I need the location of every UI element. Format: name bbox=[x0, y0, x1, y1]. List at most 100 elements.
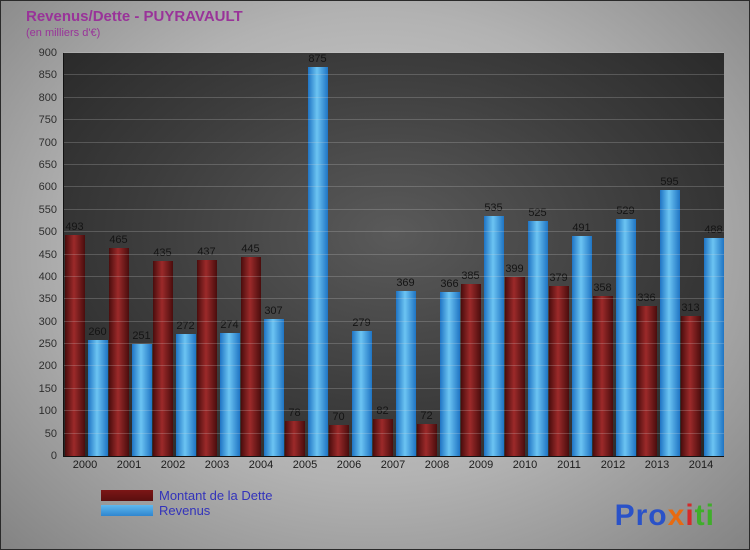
bar-value-label: 369 bbox=[396, 276, 415, 289]
bar-value-label: 445 bbox=[241, 242, 260, 255]
bar-group: 78 875 bbox=[284, 53, 328, 456]
bar-value-label: 595 bbox=[660, 175, 679, 188]
y-axis-label: 450 bbox=[38, 248, 57, 261]
bar-column-dette: 465 bbox=[108, 53, 129, 456]
x-axis-label: 2008 bbox=[424, 459, 450, 471]
bar-dette bbox=[284, 421, 305, 456]
gridline bbox=[64, 275, 724, 277]
y-axis-label: 800 bbox=[38, 91, 57, 104]
bar-column-dette: 78 bbox=[284, 53, 305, 456]
y-axis-label: 700 bbox=[38, 136, 57, 149]
bar-column-revenus: 260 bbox=[87, 53, 108, 456]
bars-container: 493 260 465 251 435 272 437 274 445 307 78 875 70 279… bbox=[64, 53, 724, 456]
bar-dette bbox=[152, 261, 173, 456]
x-axis-label: 2005 bbox=[292, 459, 318, 471]
bar-value-label: 435 bbox=[153, 247, 172, 260]
bar-column-dette: 82 bbox=[372, 53, 393, 456]
x-axis-label: 2002 bbox=[160, 459, 186, 471]
chart-title: Revenus/Dette - PUYRAVAULT bbox=[26, 8, 243, 25]
bar-value-label: 399 bbox=[505, 263, 524, 276]
bar-revenus bbox=[703, 237, 724, 456]
y-axis-label: 300 bbox=[38, 315, 57, 328]
y-axis-label: 50 bbox=[44, 427, 57, 440]
bar-column-revenus: 488 bbox=[703, 53, 724, 456]
x-axis-label: 2004 bbox=[248, 459, 274, 471]
proxiti-logo: Proxiti bbox=[615, 499, 715, 533]
y-axis-label: 600 bbox=[38, 181, 57, 194]
x-axis-label: 2013 bbox=[644, 459, 670, 471]
bar-value-label: 279 bbox=[352, 317, 371, 330]
bar-column-revenus: 595 bbox=[659, 53, 680, 456]
y-axis-label: 550 bbox=[38, 203, 57, 216]
bar-value-label: 379 bbox=[549, 272, 568, 285]
bar-dette bbox=[416, 423, 437, 456]
y-axis-label: 150 bbox=[38, 382, 57, 395]
x-axis-label: 2006 bbox=[336, 459, 362, 471]
gridline bbox=[64, 343, 724, 345]
gridline bbox=[64, 186, 724, 188]
x-axis-label: 2012 bbox=[600, 459, 626, 471]
x-axis-label: 2011 bbox=[557, 459, 581, 471]
bar-value-label: 82 bbox=[376, 405, 389, 418]
gridline bbox=[64, 387, 724, 389]
legend-label-dette: Montant de la Dette bbox=[159, 488, 273, 503]
x-axis-label: 2000 bbox=[72, 459, 98, 471]
gridline bbox=[64, 141, 724, 143]
bar-value-label: 358 bbox=[593, 281, 612, 294]
logo-letter: i bbox=[705, 499, 715, 532]
x-axis-label: 2010 bbox=[512, 459, 538, 471]
y-axis-label: 900 bbox=[38, 47, 57, 59]
bar-column-revenus: 525 bbox=[527, 53, 548, 456]
gridline bbox=[64, 208, 724, 210]
gridline bbox=[64, 410, 724, 412]
bar-column-revenus: 369 bbox=[395, 53, 416, 456]
bar-dette bbox=[636, 305, 657, 456]
bar-column-dette: 72 bbox=[416, 53, 437, 456]
bar-column-revenus: 491 bbox=[571, 53, 592, 456]
y-axis-label: 250 bbox=[38, 338, 57, 351]
gridline bbox=[64, 119, 724, 121]
y-axis-label: 0 bbox=[50, 450, 57, 462]
bar-group: 336 595 bbox=[636, 53, 680, 456]
chart-subtitle: (en milliers d'€) bbox=[26, 27, 101, 39]
bar-revenus bbox=[395, 290, 416, 456]
bar-value-label: 491 bbox=[572, 222, 591, 235]
legend: Montant de la Dette Revenus bbox=[101, 488, 272, 518]
gridline bbox=[64, 52, 724, 53]
gridline bbox=[64, 432, 724, 434]
bar-column-revenus: 529 bbox=[615, 53, 636, 456]
x-axis: 2000 2001 2002 2003 2004 2005 2006 2007 2008 2009… bbox=[63, 459, 723, 471]
bar-group: 437 274 bbox=[196, 53, 240, 456]
bar-dette bbox=[592, 295, 613, 456]
bar-value-label: 336 bbox=[637, 291, 656, 304]
bar-group: 493 260 bbox=[64, 53, 108, 456]
bar-group: 399 525 bbox=[504, 53, 548, 456]
bar-revenus bbox=[307, 67, 328, 456]
bar-value-label: 72 bbox=[420, 409, 433, 422]
bar-value-label: 366 bbox=[440, 278, 459, 291]
bar-value-label: 78 bbox=[288, 407, 301, 420]
bar-value-label: 525 bbox=[528, 206, 547, 219]
bar-value-label: 260 bbox=[88, 325, 107, 338]
logo-letter: o bbox=[648, 499, 668, 532]
bar-value-label: 70 bbox=[332, 410, 345, 423]
bar-column-revenus: 279 bbox=[351, 53, 372, 456]
bar-group: 385 535 bbox=[460, 53, 504, 456]
bar-group: 358 529 bbox=[592, 53, 636, 456]
bar-column-revenus: 535 bbox=[483, 53, 504, 456]
gridline bbox=[64, 365, 724, 367]
bar-dette bbox=[460, 283, 481, 456]
bar-column-dette: 399 bbox=[504, 53, 525, 456]
bar-column-dette: 358 bbox=[592, 53, 613, 456]
y-axis-label: 750 bbox=[38, 114, 57, 127]
bar-column-dette: 313 bbox=[680, 53, 701, 456]
y-axis-label: 400 bbox=[38, 270, 57, 283]
bar-revenus bbox=[87, 339, 108, 456]
bar-column-dette: 379 bbox=[548, 53, 569, 456]
bar-column-dette: 445 bbox=[240, 53, 261, 456]
bar-group: 445 307 bbox=[240, 53, 284, 456]
bar-dette bbox=[64, 235, 85, 456]
bar-column-dette: 385 bbox=[460, 53, 481, 456]
gridline bbox=[64, 74, 724, 76]
